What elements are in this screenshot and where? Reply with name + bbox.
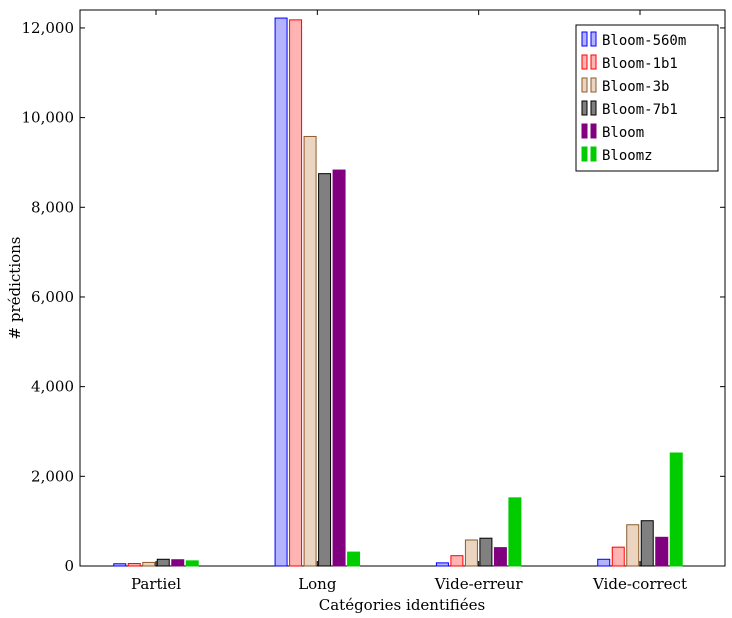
legend-swatch	[590, 123, 597, 139]
y-tick-label: 8,000	[31, 198, 74, 216]
legend-swatch	[590, 146, 597, 162]
bar-bloom-560m	[113, 563, 127, 567]
bar-bloom	[171, 559, 185, 567]
legend-label: Bloom-7b1	[602, 102, 678, 118]
legend-swatch	[590, 31, 597, 47]
y-tick-label: 6,000	[31, 288, 74, 306]
plot-frame	[79, 9, 726, 567]
bar-bloom-7b1	[640, 520, 654, 567]
bar-bloom-1b1	[127, 563, 141, 567]
y-tick-label: 12,000	[22, 19, 75, 37]
bar-bloomz	[669, 452, 683, 567]
legend-label: Bloom-560m	[602, 33, 686, 49]
legend-swatch	[581, 77, 588, 93]
bar-bloom-560m	[435, 562, 449, 567]
bar-bloom-7b1	[318, 173, 332, 567]
bar-bloom-3b	[303, 135, 317, 567]
bar-bloom-560m	[274, 17, 288, 567]
top-ticks	[155, 10, 641, 15]
x-tick-label: Vide-erreur	[434, 575, 524, 593]
bar-bloom	[332, 169, 346, 567]
legend-label: Bloom-1b1	[602, 56, 678, 72]
bar-bloom-1b1	[611, 546, 625, 567]
bar-bloom-3b	[464, 539, 478, 567]
bar-bloom-7b1	[156, 558, 170, 567]
bar-bloom-3b	[626, 524, 640, 567]
legend-swatch	[590, 54, 597, 70]
bar-bloom-1b1	[450, 555, 464, 567]
bar-bloom	[655, 536, 669, 567]
x-tick-label: Long	[298, 575, 337, 593]
bars	[113, 17, 683, 567]
legend-label: Bloomz	[602, 148, 653, 164]
bar-bloomz	[347, 551, 361, 567]
x-axis-title: Catégories identifiées	[319, 596, 486, 614]
legend-swatch	[590, 100, 597, 116]
bar-bloomz	[185, 560, 199, 567]
y-tick-label: 4,000	[31, 378, 74, 396]
legend-swatch	[581, 54, 588, 70]
legend-swatch	[590, 77, 597, 93]
y-axis-title: # prédictions	[6, 236, 24, 339]
bar-bloom	[493, 547, 507, 567]
legend-swatch	[581, 123, 588, 139]
legend-label: Bloom-3b	[602, 79, 669, 95]
bar-bloom-1b1	[289, 19, 303, 567]
legend-label: Bloom	[602, 125, 644, 141]
y-tick-label: 0	[64, 557, 74, 575]
x-tick-label: Partiel	[131, 575, 181, 593]
bar-bloom-7b1	[479, 537, 493, 567]
y-tick-label: 10,000	[22, 109, 75, 127]
bar-bloom-3b	[142, 561, 156, 567]
legend-swatch	[581, 146, 588, 162]
bar-bloomz	[508, 497, 522, 567]
y-tick-label: 2,000	[31, 467, 74, 485]
legend-box	[575, 24, 719, 172]
legend-swatch	[581, 31, 588, 47]
x-tick-label: Vide-correct	[592, 575, 687, 593]
legend: Bloom-560m Bloom-1b1 Bloom-3b Bloom-7b1 Bloo…	[575, 24, 719, 172]
y-axis: 0 2,000 4,000 6,000 8,000 10,000 12,000	[22, 19, 725, 575]
bar-bloom-560m	[597, 558, 611, 567]
legend-swatch	[581, 100, 588, 116]
x-axis: Partiel Long Vide-erreur Vide-correct	[131, 561, 687, 593]
